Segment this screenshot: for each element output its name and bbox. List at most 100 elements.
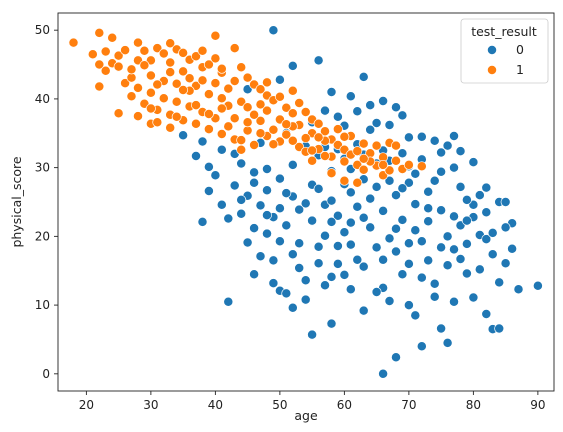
scatter-point bbox=[307, 329, 318, 340]
y-tick-label: 10 bbox=[35, 298, 50, 312]
scatter-point bbox=[403, 238, 414, 249]
scatter-point bbox=[300, 107, 311, 117]
scatter-point bbox=[391, 190, 401, 201]
scatter-point bbox=[410, 225, 421, 236]
scatter-point bbox=[229, 43, 240, 54]
scatter-point bbox=[339, 175, 350, 186]
legend-label-1: 1 bbox=[516, 62, 524, 77]
scatter-point bbox=[391, 246, 401, 257]
scatter-point bbox=[274, 203, 285, 214]
scatter-point bbox=[191, 100, 201, 111]
scatter-point bbox=[378, 368, 389, 379]
y-tick-label: 40 bbox=[35, 92, 50, 106]
legend-title: test_result bbox=[471, 24, 537, 39]
scatter-point bbox=[287, 249, 298, 260]
x-axis: 20 30 40 50 60 70 80 90 bbox=[79, 391, 546, 412]
scatter-point bbox=[442, 337, 453, 348]
scatter-point bbox=[423, 203, 434, 214]
scatter-point bbox=[300, 133, 311, 144]
scatter-point bbox=[300, 198, 311, 209]
scatter-point bbox=[423, 186, 434, 197]
scatter-point bbox=[416, 341, 427, 352]
series-1 bbox=[68, 27, 427, 188]
scatter-point bbox=[255, 251, 266, 262]
scatter-point bbox=[178, 47, 189, 58]
scatter-point bbox=[313, 183, 324, 194]
scatter-point bbox=[384, 175, 395, 186]
scatter-point bbox=[171, 96, 182, 107]
scatter-point bbox=[152, 117, 163, 128]
scatter-point bbox=[358, 164, 369, 175]
data-points bbox=[68, 25, 543, 379]
scatter-point bbox=[255, 84, 266, 95]
scatter-point bbox=[371, 118, 382, 128]
scatter-point bbox=[229, 113, 240, 124]
scatter-point bbox=[287, 108, 298, 119]
scatter-point bbox=[249, 223, 260, 234]
scatter-point bbox=[455, 254, 466, 264]
scatter-point bbox=[384, 120, 395, 130]
scatter-point bbox=[94, 81, 105, 92]
scatter-point bbox=[378, 205, 389, 216]
scatter-point bbox=[165, 38, 176, 49]
scatter-point bbox=[326, 195, 337, 206]
scatter-point bbox=[178, 66, 189, 77]
scatter-point bbox=[262, 77, 272, 88]
x-tick-label: 40 bbox=[208, 398, 223, 412]
scatter-point bbox=[410, 310, 421, 321]
x-tick-label: 50 bbox=[272, 398, 287, 412]
scatter-point bbox=[487, 227, 498, 238]
scatter-point bbox=[358, 138, 369, 149]
y-axis-label: physical_score bbox=[9, 156, 24, 247]
scatter-point bbox=[268, 278, 279, 289]
scatter-point bbox=[326, 168, 337, 179]
scatter-point bbox=[203, 59, 214, 70]
scatter-point bbox=[68, 37, 79, 48]
scatter-point bbox=[403, 132, 414, 143]
scatter-point bbox=[416, 161, 427, 172]
scatter-point bbox=[436, 242, 447, 253]
scatter-point bbox=[229, 180, 240, 191]
scatter-point bbox=[345, 91, 356, 102]
scatter-point bbox=[300, 275, 311, 286]
scatter-point bbox=[210, 170, 221, 181]
scatter-point bbox=[345, 187, 356, 198]
scatter-point bbox=[500, 197, 511, 207]
scatter-point bbox=[165, 57, 176, 68]
scatter-point bbox=[494, 277, 505, 288]
scatter-point bbox=[461, 194, 472, 205]
scatter-point bbox=[332, 210, 343, 221]
scatter-point bbox=[100, 46, 111, 57]
scatter-point bbox=[365, 124, 376, 135]
scatter-point bbox=[216, 144, 227, 155]
scatter-point bbox=[397, 148, 408, 159]
scatter-point bbox=[287, 60, 298, 71]
scatter-point bbox=[197, 216, 208, 227]
scatter-point bbox=[384, 233, 395, 244]
scatter-point bbox=[216, 199, 227, 210]
scatter-point bbox=[429, 278, 440, 289]
scatter-point bbox=[397, 110, 408, 121]
scatter-point bbox=[345, 284, 356, 295]
scatter-point bbox=[371, 140, 382, 151]
scatter-point bbox=[358, 305, 369, 316]
scatter-point bbox=[94, 59, 105, 70]
scatter-point bbox=[391, 352, 401, 363]
legend-box bbox=[460, 18, 549, 84]
x-tick-label: 20 bbox=[79, 398, 94, 412]
scatter-point bbox=[113, 108, 124, 119]
scatter-point bbox=[236, 194, 247, 205]
scatter-point bbox=[294, 263, 305, 273]
scatter-point bbox=[378, 96, 389, 106]
scatter-point bbox=[481, 182, 492, 193]
scatter-point bbox=[236, 158, 247, 169]
scatter-point bbox=[429, 135, 440, 146]
scatter-point bbox=[203, 186, 214, 196]
scatter-point bbox=[320, 280, 330, 291]
scatter-point bbox=[481, 207, 492, 218]
scatter-point bbox=[416, 236, 427, 247]
scatter-point bbox=[307, 145, 318, 156]
scatter-point bbox=[442, 231, 453, 242]
scatter-point bbox=[442, 260, 453, 271]
scatter-point bbox=[242, 117, 253, 128]
